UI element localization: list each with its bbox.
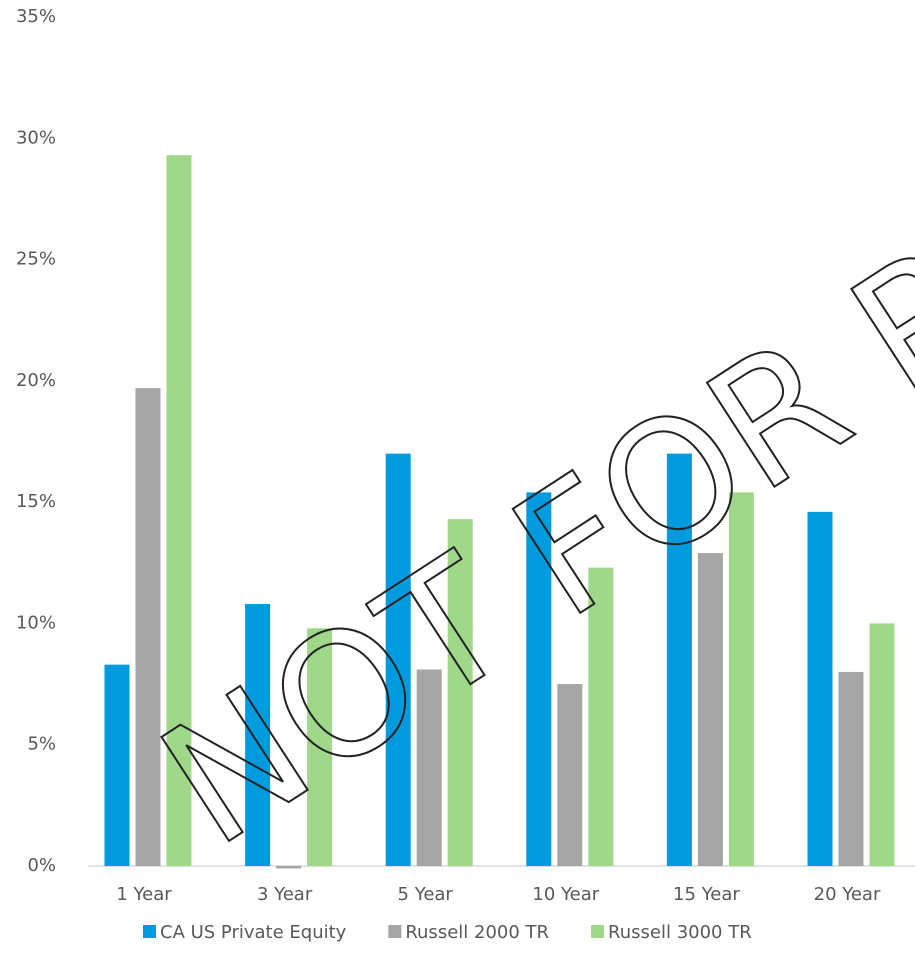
y-tick-label: 15% bbox=[16, 491, 56, 512]
legend-label: Russell 3000 TR bbox=[608, 922, 752, 943]
bar bbox=[666, 453, 692, 866]
bar bbox=[104, 664, 130, 866]
y-tick-label: 0% bbox=[27, 855, 56, 876]
legend-label: CA US Private Equity bbox=[160, 922, 347, 943]
bar bbox=[526, 492, 552, 866]
legend-swatch bbox=[143, 925, 156, 938]
bar bbox=[807, 511, 833, 866]
bar bbox=[838, 671, 864, 866]
bar bbox=[276, 866, 302, 869]
bar bbox=[588, 567, 614, 866]
legend-label: Russell 2000 TR bbox=[405, 922, 549, 943]
y-tick-label: 10% bbox=[16, 612, 56, 633]
x-tick-label: 15 Year bbox=[673, 884, 740, 905]
y-tick-label: 30% bbox=[16, 127, 56, 148]
bar bbox=[416, 669, 442, 866]
legend-swatch bbox=[388, 925, 402, 938]
bar bbox=[869, 623, 895, 866]
legend-swatch bbox=[591, 925, 605, 938]
bar bbox=[447, 519, 473, 866]
bar bbox=[245, 604, 271, 866]
y-tick-label: 25% bbox=[16, 249, 56, 270]
x-tick-label: 1 Year bbox=[116, 884, 172, 905]
watermark: NOT FOR RED bbox=[129, 76, 915, 884]
x-tick-label: 3 Year bbox=[257, 884, 313, 905]
bar bbox=[166, 155, 192, 866]
bar bbox=[307, 628, 333, 866]
y-tick-label: 5% bbox=[27, 734, 56, 755]
bar bbox=[728, 492, 754, 866]
x-tick-label: 20 Year bbox=[814, 884, 881, 905]
bar bbox=[385, 453, 411, 866]
y-tick-label: 35% bbox=[16, 6, 56, 27]
y-tick-label: 20% bbox=[16, 370, 56, 391]
x-tick-label: 5 Year bbox=[398, 884, 454, 905]
bar bbox=[557, 684, 583, 866]
bar bbox=[135, 388, 161, 866]
x-tick-label: 10 Year bbox=[532, 884, 599, 905]
bar bbox=[697, 553, 723, 866]
